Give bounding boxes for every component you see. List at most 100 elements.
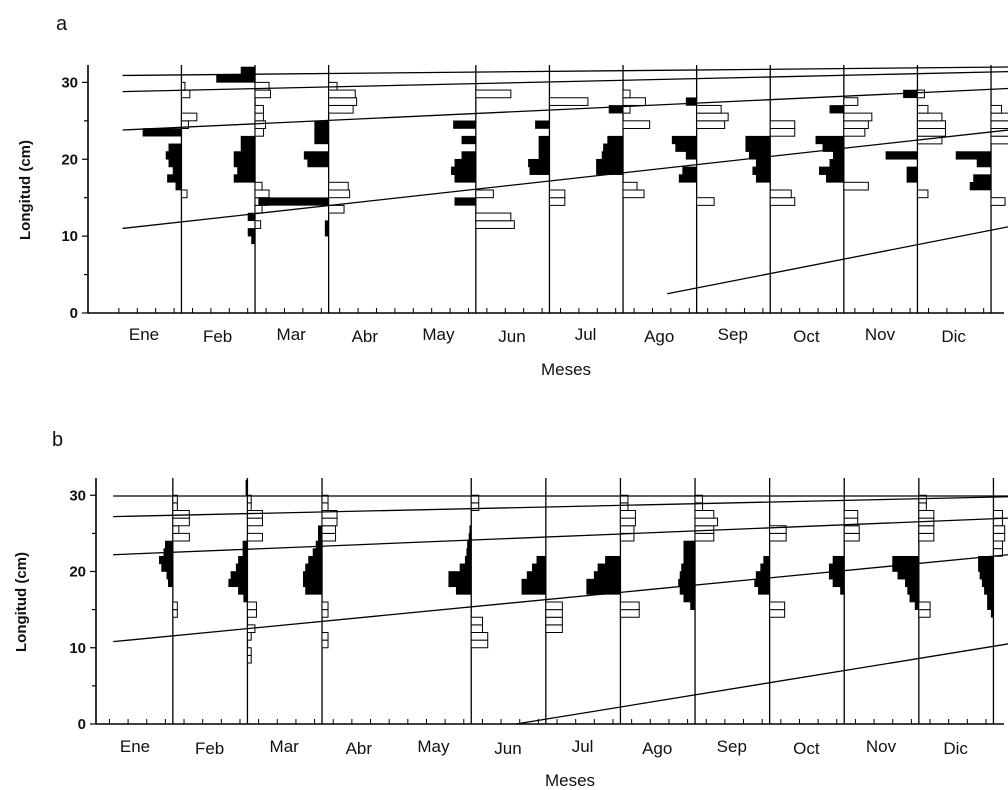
open-bar <box>321 525 337 534</box>
open-bar <box>916 189 929 199</box>
filled-bar <box>605 555 621 565</box>
open-bar <box>172 502 178 511</box>
filled-bar <box>242 540 248 549</box>
open-bar <box>696 120 726 129</box>
open-bar <box>694 510 715 519</box>
filled-bar <box>906 174 918 183</box>
filled-bar <box>448 578 472 588</box>
filled-bar <box>832 555 845 565</box>
filled-bar <box>990 609 994 618</box>
filled-bar <box>258 197 329 206</box>
filled-bar <box>529 166 550 175</box>
open-bar <box>990 112 1008 122</box>
growth-line <box>113 554 1008 643</box>
filled-bar <box>987 601 994 610</box>
open-bar <box>470 616 483 626</box>
x-tick-label: Sep <box>718 325 748 344</box>
filled-bar <box>976 158 992 168</box>
open-bar <box>990 120 1008 129</box>
filled-bar <box>461 151 477 160</box>
filled-bar <box>586 578 621 588</box>
filled-bar <box>251 235 256 245</box>
filled-bar <box>235 563 248 572</box>
open-bar <box>619 517 636 527</box>
filled-bar <box>324 220 329 229</box>
filled-bar <box>228 578 248 588</box>
open-bar <box>696 197 715 206</box>
open-bar <box>470 639 489 649</box>
open-bar <box>172 532 190 542</box>
open-bar <box>246 517 263 527</box>
filled-bar <box>467 540 472 549</box>
filled-bar <box>828 571 845 580</box>
filled-bar <box>317 525 323 534</box>
filled-bar <box>829 105 845 114</box>
filled-bar <box>752 166 771 175</box>
x-tick-label: Ago <box>642 739 672 758</box>
filled-bar <box>175 182 182 191</box>
panel-letter-a: a <box>56 13 68 35</box>
open-bar <box>545 609 563 618</box>
filled-bar <box>603 143 624 152</box>
open-bar <box>622 189 645 199</box>
open-bar <box>548 189 566 199</box>
open-bar <box>622 181 638 191</box>
filled-bar <box>240 66 256 75</box>
open-bar <box>990 104 1003 114</box>
open-bar <box>172 510 190 519</box>
open-bar <box>619 525 635 534</box>
open-bar <box>321 502 329 511</box>
filled-bar <box>981 578 994 588</box>
filled-bar <box>892 555 920 565</box>
filled-bar <box>159 555 174 565</box>
filled-bar <box>168 143 182 152</box>
open-bar <box>918 502 927 511</box>
filled-bar <box>978 563 994 572</box>
filled-bar <box>907 586 920 595</box>
filled-bar <box>233 151 256 160</box>
open-bar <box>992 510 1003 519</box>
open-bar <box>916 120 946 129</box>
open-bar <box>992 540 1003 550</box>
growth-line <box>122 66 1008 77</box>
filled-bar <box>840 586 845 595</box>
open-bar <box>328 181 349 191</box>
x-tick-label: Oct <box>793 739 820 758</box>
filled-bar <box>755 174 771 183</box>
open-bar <box>992 532 1006 542</box>
open-bar <box>992 525 1006 534</box>
filled-bar <box>302 578 323 588</box>
open-bar <box>254 104 264 114</box>
open-bar <box>180 81 186 91</box>
filled-bar <box>532 563 547 572</box>
growth-line <box>515 643 1008 725</box>
filled-bar <box>454 197 477 206</box>
filled-bar <box>461 135 477 145</box>
x-tick-label: Jun <box>494 739 521 758</box>
filled-bar <box>166 571 174 580</box>
filled-bar <box>305 586 323 595</box>
open-bar <box>328 97 358 106</box>
open-bar <box>990 128 1008 137</box>
open-bar <box>180 189 188 199</box>
filled-bar <box>685 151 697 160</box>
open-bar <box>916 112 943 122</box>
open-bar <box>694 525 715 534</box>
filled-bar <box>679 571 696 580</box>
open-bar <box>475 89 512 99</box>
open-bar <box>990 135 1008 145</box>
filled-bar <box>459 563 472 572</box>
x-tick-label: Mar <box>270 737 300 756</box>
filled-bar <box>317 533 323 542</box>
filled-bar <box>755 158 771 168</box>
open-bar <box>321 510 338 519</box>
open-bar <box>619 502 629 511</box>
filled-bar <box>906 166 918 175</box>
open-bar <box>180 89 191 99</box>
filled-bar <box>168 158 182 168</box>
filled-bar <box>683 594 696 603</box>
filled-bar <box>987 594 994 603</box>
x-tick-label: Dic <box>941 327 966 346</box>
open-bar <box>470 494 480 504</box>
open-bar <box>475 220 515 229</box>
